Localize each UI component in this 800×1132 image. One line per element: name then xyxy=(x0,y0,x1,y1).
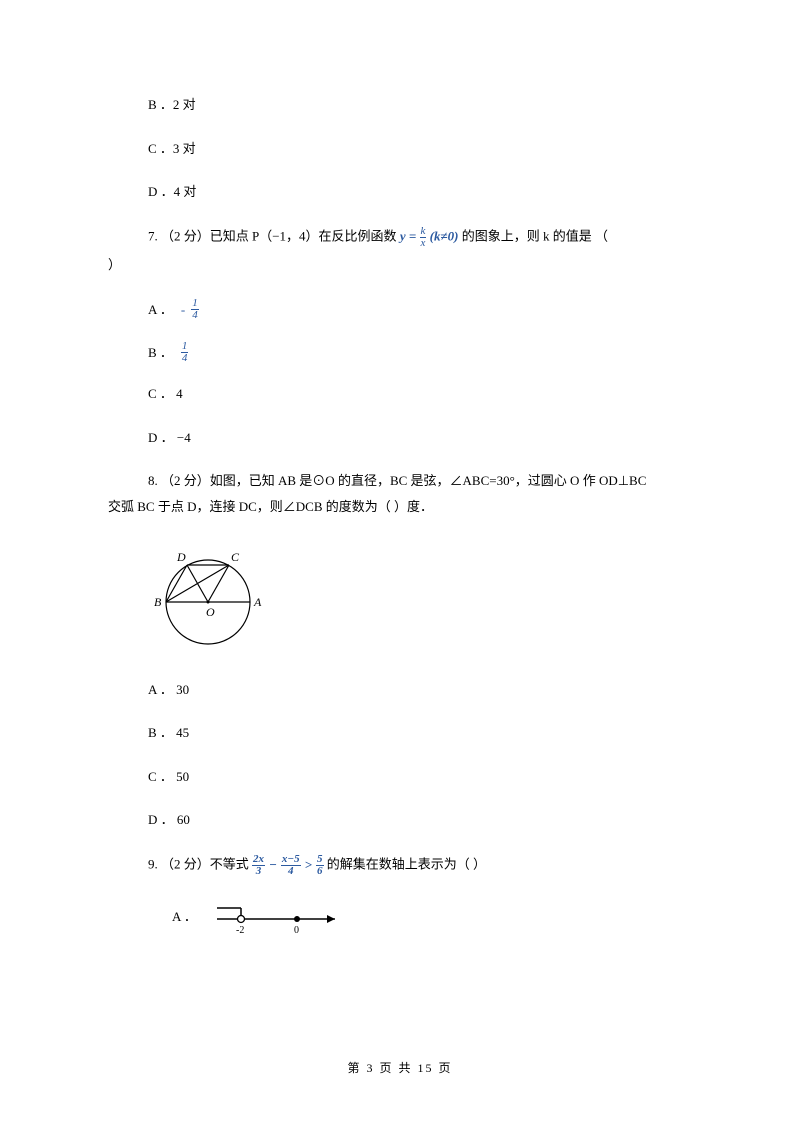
svg-text:0: 0 xyxy=(294,925,299,936)
q9-frac2: x−5 4 xyxy=(281,854,301,877)
q8-option-b: B ． 45 xyxy=(148,723,680,743)
svg-text:O: O xyxy=(206,605,215,619)
q7-formula-cond: (k≠0) xyxy=(430,228,459,243)
svg-text:C: C xyxy=(231,550,240,564)
q7-option-b: B ． 1 4 xyxy=(148,341,680,364)
q7-line2: ） xyxy=(108,255,680,275)
svg-text:B: B xyxy=(154,595,162,609)
q8-option-d: D ． 60 xyxy=(148,810,680,830)
q7-option-a: A ． - 1 4 xyxy=(148,298,680,321)
q6-option-b: B ．2 对 xyxy=(148,95,680,115)
q6-option-c: C ．3 对 xyxy=(148,139,680,159)
q7-formula-frac: k x xyxy=(420,226,427,249)
q7-formula-y: y = xyxy=(400,228,416,243)
number-line-icon: -2 0 xyxy=(211,901,351,937)
svg-text:A: A xyxy=(253,595,262,609)
question-9: 9. （2 分）不等式 2x 3 − x−5 4 > 5 6 的解集在数轴上表示… xyxy=(148,854,680,877)
question-7: 7. （2 分）已知点 P（−1，4）在反比例函数 y = k x (k≠0) … xyxy=(120,226,680,275)
q7-option-c: C ． 4 xyxy=(148,384,680,404)
q8-line2: 交弧 BC 于点 D，连接 DC，则∠DCB 的度数为（ ）度． xyxy=(108,497,680,517)
q8-figure: B A O C D xyxy=(148,540,680,656)
svg-text:-2: -2 xyxy=(236,925,244,936)
q9-option-a: A ． -20 xyxy=(172,901,680,937)
q7-option-d: D ． −4 xyxy=(148,428,680,448)
page-footer: 第 3 页 共 15 页 xyxy=(0,1059,800,1076)
q9-frac3: 5 6 xyxy=(316,854,324,877)
q9-frac1: 2x 3 xyxy=(252,854,265,877)
q7-text-pre: 7. （2 分）已知点 P（−1，4）在反比例函数 xyxy=(148,228,397,243)
q6-option-d: D ．4 对 xyxy=(148,182,680,202)
svg-text:D: D xyxy=(176,550,186,564)
q8-line1: 8. （2 分）如图，已知 AB 是⊙O 的直径，BC 是弦，∠ABC=30°，… xyxy=(148,471,680,491)
q8-option-a: A ． 30 xyxy=(148,680,680,700)
q7-text-post: 的图象上，则 k 的值是 （ xyxy=(462,228,608,243)
circle-diagram-icon: B A O C D xyxy=(148,540,286,650)
q8-option-c: C ． 50 xyxy=(148,767,680,787)
